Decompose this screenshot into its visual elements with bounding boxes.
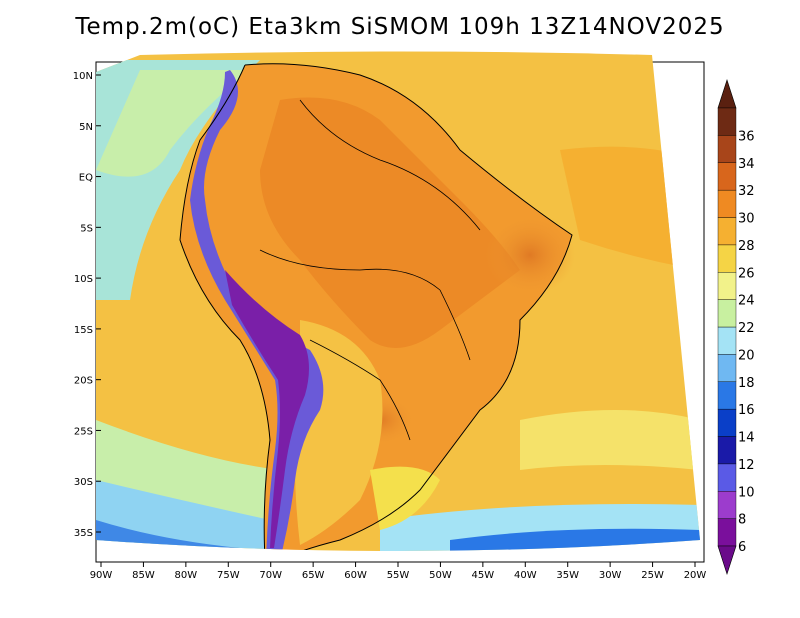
lon-tick-label: 45W: [472, 570, 495, 581]
colorbar-swatch: [717, 272, 737, 300]
lon-tick-label: 55W: [387, 570, 410, 581]
colorbar-swatch: [717, 135, 737, 163]
colorbar-level-label: 6: [738, 540, 746, 555]
colorbar-level-label: 32: [738, 184, 755, 199]
lon-tick-label: 20W: [684, 570, 707, 581]
lon-tick-label: 75W: [217, 570, 240, 581]
colorbar-level-label: 16: [738, 403, 755, 418]
colorbar-swatch: [717, 491, 737, 519]
colorbar-swatch: [717, 217, 737, 246]
lon-tick-label: 60W: [344, 570, 367, 581]
colorbar-swatch: [717, 381, 737, 410]
lon-tick-label: 35W: [556, 570, 579, 581]
lon-tick-label: 85W: [132, 570, 155, 581]
colorbar-level-label: 22: [738, 321, 755, 336]
colorbar-swatch: [717, 463, 737, 492]
lat-tick-label: 15S: [74, 325, 93, 336]
lon-tick-label: 40W: [514, 570, 537, 581]
colorbar-swatch: [717, 189, 737, 218]
temperature-field: [96, 51, 700, 551]
lon-tick-label: 90W: [90, 570, 113, 581]
colorbar-level-label: 36: [738, 129, 755, 144]
colorbar-swatch: [717, 107, 737, 136]
colorbar-below-triangle: [717, 545, 737, 575]
colorbar-level-label: 26: [738, 266, 755, 281]
colorbar-level-label: 12: [738, 458, 755, 473]
colorbar-swatch: [717, 326, 737, 355]
colorbar-swatch: [717, 244, 737, 273]
lat-tick-label: 20S: [74, 376, 93, 387]
colorbar-swatch: [717, 436, 737, 465]
colorbar-level-label: 34: [738, 157, 755, 172]
colorbar-level-label: 14: [738, 431, 755, 446]
lon-tick-label: 65W: [302, 570, 325, 581]
lat-tick-label: 10S: [74, 274, 93, 285]
colorbar-swatch: [717, 518, 737, 547]
colorbar-swatch: [717, 162, 737, 191]
colorbar-level-label: 24: [738, 294, 755, 309]
map-title: Temp.2m(oC) Eta3km SiSMOM 109h 13Z14NOV2…: [75, 14, 725, 40]
lat-tick-label: 5S: [80, 223, 93, 234]
lat-tick-label: 35S: [74, 528, 93, 539]
lon-tick-label: 50W: [429, 570, 452, 581]
lat-tick-label: 10N: [73, 71, 93, 82]
lat-tick-label: 5N: [79, 122, 93, 133]
colorbar-swatch: [717, 299, 737, 328]
colorbar-level-label: 10: [738, 485, 755, 500]
colorbar-level-label: 30: [738, 212, 755, 227]
lat-tick-label: 25S: [74, 426, 93, 437]
lon-tick-label: 25W: [641, 570, 664, 581]
colorbar-level-label: 28: [738, 239, 755, 254]
colorbar-level-label: 18: [738, 376, 755, 391]
longitude-axis: 90W 85W 80W 75W 70W 65W 60W 55W 50W 45W 40W 35W 30W 2…: [90, 562, 707, 581]
lon-tick-label: 80W: [175, 570, 198, 581]
colorbar-level-label: 8: [738, 513, 746, 528]
colorbar-level-label: 20: [738, 348, 755, 363]
lat-tick-label: EQ: [79, 173, 93, 184]
colorbar-above-triangle: [717, 79, 737, 109]
lat-tick-label: 30S: [74, 477, 93, 488]
colorbar: 6 8 10 12 14 16 18 20 22 24 26 28 30 32 34 36: [717, 79, 755, 575]
lon-tick-label: 70W: [259, 570, 282, 581]
colorbar-swatch: [717, 408, 737, 437]
colorbar-swatch: [717, 354, 737, 382]
lon-tick-label: 30W: [599, 570, 622, 581]
latitude-axis: 10N 5N EQ 5S 10S 15S 20S 25S 30S 35S: [73, 71, 101, 539]
